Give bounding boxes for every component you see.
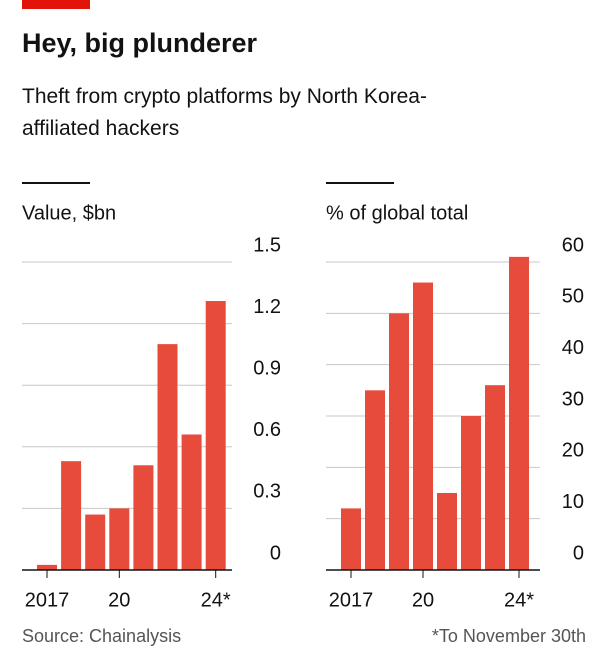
- y-tick-label: 40: [562, 337, 584, 359]
- y-tick-label: 0: [573, 542, 584, 564]
- bar: [509, 256, 529, 570]
- y-tick-label: 1.2: [253, 296, 281, 318]
- note: *To November 30th: [431, 626, 586, 646]
- bar: [61, 461, 82, 570]
- bar: [437, 493, 457, 570]
- y-tick-label: 1.5: [253, 234, 281, 256]
- bar: [133, 465, 154, 570]
- x-tick-label: 20: [108, 589, 130, 611]
- title: Hey, big plunderer: [22, 28, 258, 58]
- y-tick-label: 20: [562, 440, 584, 462]
- x-tick-label: 24*: [201, 589, 231, 611]
- y-tick-label: 60: [562, 234, 584, 256]
- bar: [85, 514, 106, 570]
- bar: [413, 282, 433, 570]
- bar: [37, 564, 57, 570]
- bar: [181, 434, 202, 570]
- y-tick-label: 0.6: [253, 419, 281, 441]
- bar: [341, 508, 361, 570]
- source: Source: Chainalysis: [22, 626, 182, 646]
- bar: [365, 390, 385, 570]
- bar: [157, 344, 178, 570]
- subtitle: Theft from crypto platforms by North Kor…: [22, 85, 427, 140]
- bar: [461, 416, 481, 570]
- y-tick-label: 30: [562, 388, 584, 410]
- y-tick-label: 0.9: [253, 357, 281, 379]
- bar: [485, 385, 505, 570]
- x-tick-label: 2017: [329, 589, 374, 611]
- bar: [205, 301, 226, 570]
- x-tick-label: 20: [412, 589, 434, 611]
- y-tick-label: 10: [562, 491, 584, 513]
- bar: [389, 313, 409, 570]
- axis-label: % of global total: [326, 202, 468, 224]
- red-tab: [22, 0, 90, 9]
- y-tick-label: 0.3: [253, 481, 281, 503]
- y-tick-label: 50: [562, 286, 584, 308]
- axis-label: Value, $bn: [22, 202, 116, 224]
- x-tick-label: 2017: [25, 589, 70, 611]
- y-tick-label: 0: [270, 542, 281, 564]
- bar: [109, 508, 130, 570]
- x-tick-label: 24*: [504, 589, 534, 611]
